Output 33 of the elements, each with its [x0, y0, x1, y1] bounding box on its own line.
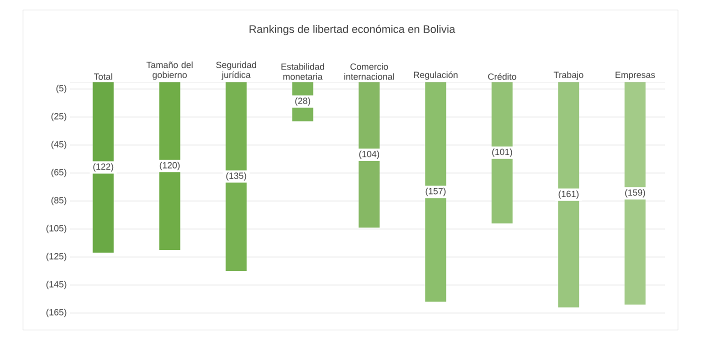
x-tick-label: Trabajo [554, 71, 584, 80]
x-tick-label: Empresas [616, 72, 655, 80]
x-tick-label: Regulación [414, 71, 458, 80]
bar [159, 82, 180, 250]
bar [492, 82, 513, 224]
y-tick-label: (165) [46, 308, 66, 318]
data-label: (122) [93, 163, 114, 172]
y-tick-label: (45) [51, 140, 66, 150]
x-tick-label: Comercio internacional [344, 63, 394, 80]
data-label: (104) [359, 150, 380, 159]
y-tick-label: (85) [51, 196, 66, 206]
data-label: (157) [426, 188, 446, 196]
y-tick-label: (125) [46, 252, 66, 262]
bar [624, 82, 646, 305]
data-label: (101) [492, 148, 512, 157]
bar [425, 82, 446, 302]
x-tick-label: Seguridad jurídica [216, 61, 256, 80]
chart-title: Rankings de libertad económica en Bolivia [250, 24, 456, 36]
x-tick-label: Total [94, 73, 112, 80]
data-label: (135) [226, 172, 246, 181]
data-label: (161) [558, 190, 579, 199]
y-tick-label: (145) [46, 280, 66, 290]
y-tick-label: (65) [51, 168, 66, 178]
x-tick-label: Tamaño del gobierno [146, 61, 193, 80]
x-tick-label: Estabilidad monetaria [281, 63, 324, 80]
y-tick-label: (25) [51, 112, 66, 122]
y-tick-label: (105) [46, 224, 66, 234]
bar [358, 82, 380, 228]
x-tick-label: Crédito [488, 73, 516, 80]
data-label: (120) [160, 162, 180, 170]
y-tick-label: (5) [56, 84, 66, 94]
data-label: (159) [625, 189, 646, 198]
data-label: (28) [295, 97, 310, 106]
